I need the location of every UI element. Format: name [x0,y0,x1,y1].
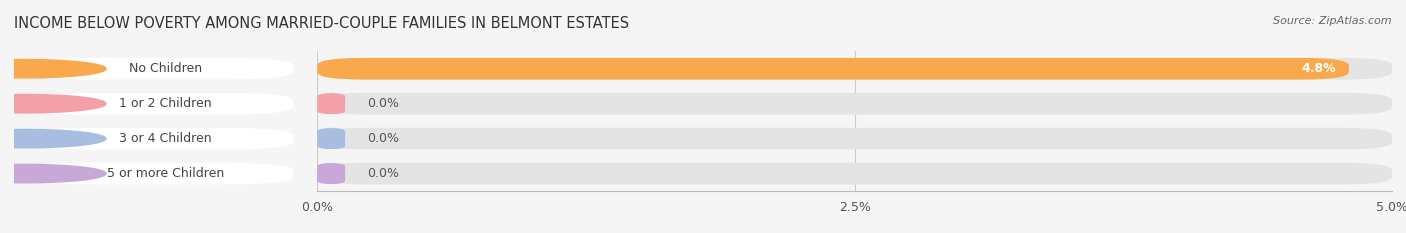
Text: 4.8%: 4.8% [1302,62,1336,75]
FancyBboxPatch shape [27,163,292,185]
Circle shape [0,129,105,148]
Text: 0.0%: 0.0% [367,167,399,180]
FancyBboxPatch shape [27,128,292,150]
Circle shape [0,164,105,183]
Circle shape [0,94,105,113]
Text: 3 or 4 Children: 3 or 4 Children [120,132,212,145]
FancyBboxPatch shape [318,128,344,150]
FancyBboxPatch shape [318,93,344,115]
FancyBboxPatch shape [318,163,1392,185]
FancyBboxPatch shape [318,163,344,185]
FancyBboxPatch shape [318,128,1392,150]
FancyBboxPatch shape [318,58,1392,80]
Text: 0.0%: 0.0% [367,97,399,110]
Text: 5 or more Children: 5 or more Children [107,167,224,180]
Text: INCOME BELOW POVERTY AMONG MARRIED-COUPLE FAMILIES IN BELMONT ESTATES: INCOME BELOW POVERTY AMONG MARRIED-COUPL… [14,16,630,31]
Text: No Children: No Children [129,62,202,75]
Circle shape [0,59,105,78]
FancyBboxPatch shape [27,58,292,80]
Text: Source: ZipAtlas.com: Source: ZipAtlas.com [1274,16,1392,26]
FancyBboxPatch shape [318,58,1348,80]
Text: 1 or 2 Children: 1 or 2 Children [120,97,212,110]
FancyBboxPatch shape [27,93,292,115]
FancyBboxPatch shape [318,93,1392,115]
Text: 0.0%: 0.0% [367,132,399,145]
